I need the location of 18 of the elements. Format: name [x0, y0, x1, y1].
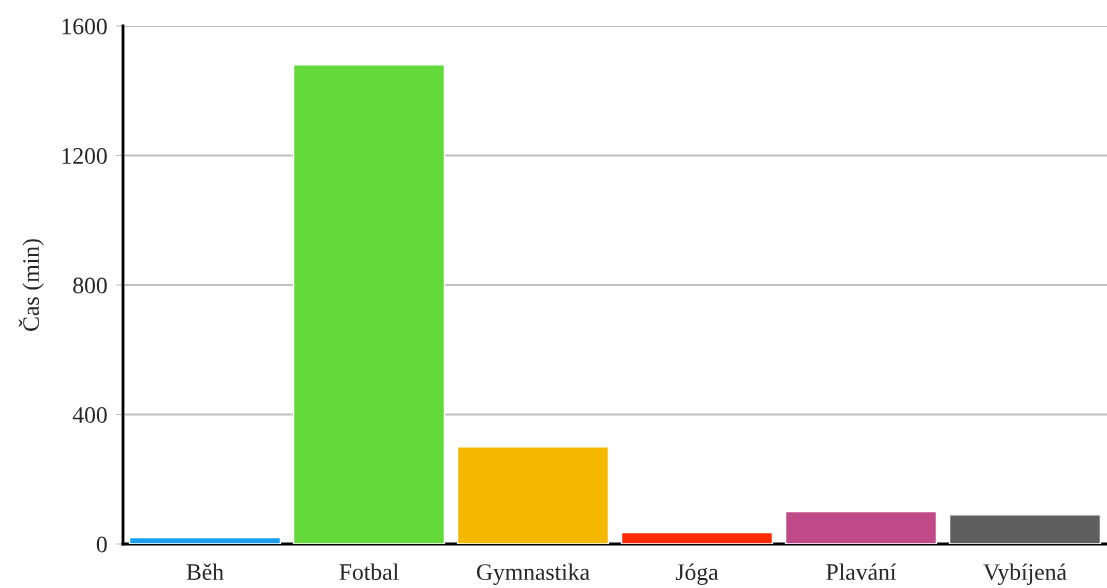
y-tick-label: 1200: [62, 147, 107, 164]
x-tick-label: Běh: [186, 563, 224, 581]
y-tick-label: 1600: [62, 18, 107, 35]
bar: [948, 514, 1102, 544]
bar: [292, 64, 446, 544]
y-tick-label: 0: [96, 536, 107, 553]
x-tick-label: Vybíjená: [983, 563, 1067, 585]
y-tick-label: 400: [72, 406, 107, 423]
x-tick-label: Jóga: [675, 563, 719, 585]
bar: [620, 531, 774, 544]
bar: [784, 510, 938, 544]
x-tick-label: Gymnastika: [476, 563, 590, 585]
x-tick-label: Plavání: [826, 563, 897, 581]
y-tick-label: 800: [73, 277, 107, 294]
x-tick-label: Fotbal: [339, 563, 399, 581]
bar: [456, 446, 610, 544]
bar: [128, 536, 282, 544]
y-axis-title: Čas (min): [18, 239, 44, 331]
